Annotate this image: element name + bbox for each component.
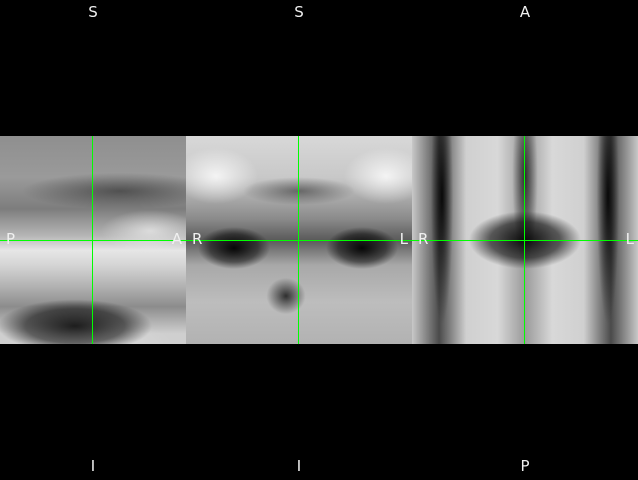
crosshair-vertical[interactable]: [92, 136, 93, 344]
crosshair-vertical[interactable]: [524, 136, 525, 344]
orientation-label-right: L: [399, 230, 408, 248]
orientation-label-top: S: [294, 3, 304, 21]
crosshair-horizontal[interactable]: [0, 240, 186, 241]
orientation-label-right: L: [625, 230, 634, 248]
orientation-label-top: A: [519, 3, 531, 21]
orientation-label-right: A: [171, 230, 182, 248]
coronal-view[interactable]: S I R L: [186, 0, 412, 480]
orientation-label-bottom: I: [90, 457, 96, 475]
orientation-label-left: R: [192, 230, 203, 248]
orientation-label-bottom: P: [520, 457, 530, 475]
orientation-label-left: P: [6, 230, 16, 248]
orientation-label-top: S: [88, 3, 98, 21]
axial-view[interactable]: A P R L: [412, 0, 638, 480]
crosshair-horizontal[interactable]: [412, 240, 638, 241]
crosshair-vertical[interactable]: [298, 136, 299, 344]
orientation-label-left: R: [418, 230, 429, 248]
sagittal-view[interactable]: S I P A: [0, 0, 186, 480]
orientation-label-bottom: I: [296, 457, 302, 475]
crosshair-horizontal[interactable]: [186, 240, 412, 241]
